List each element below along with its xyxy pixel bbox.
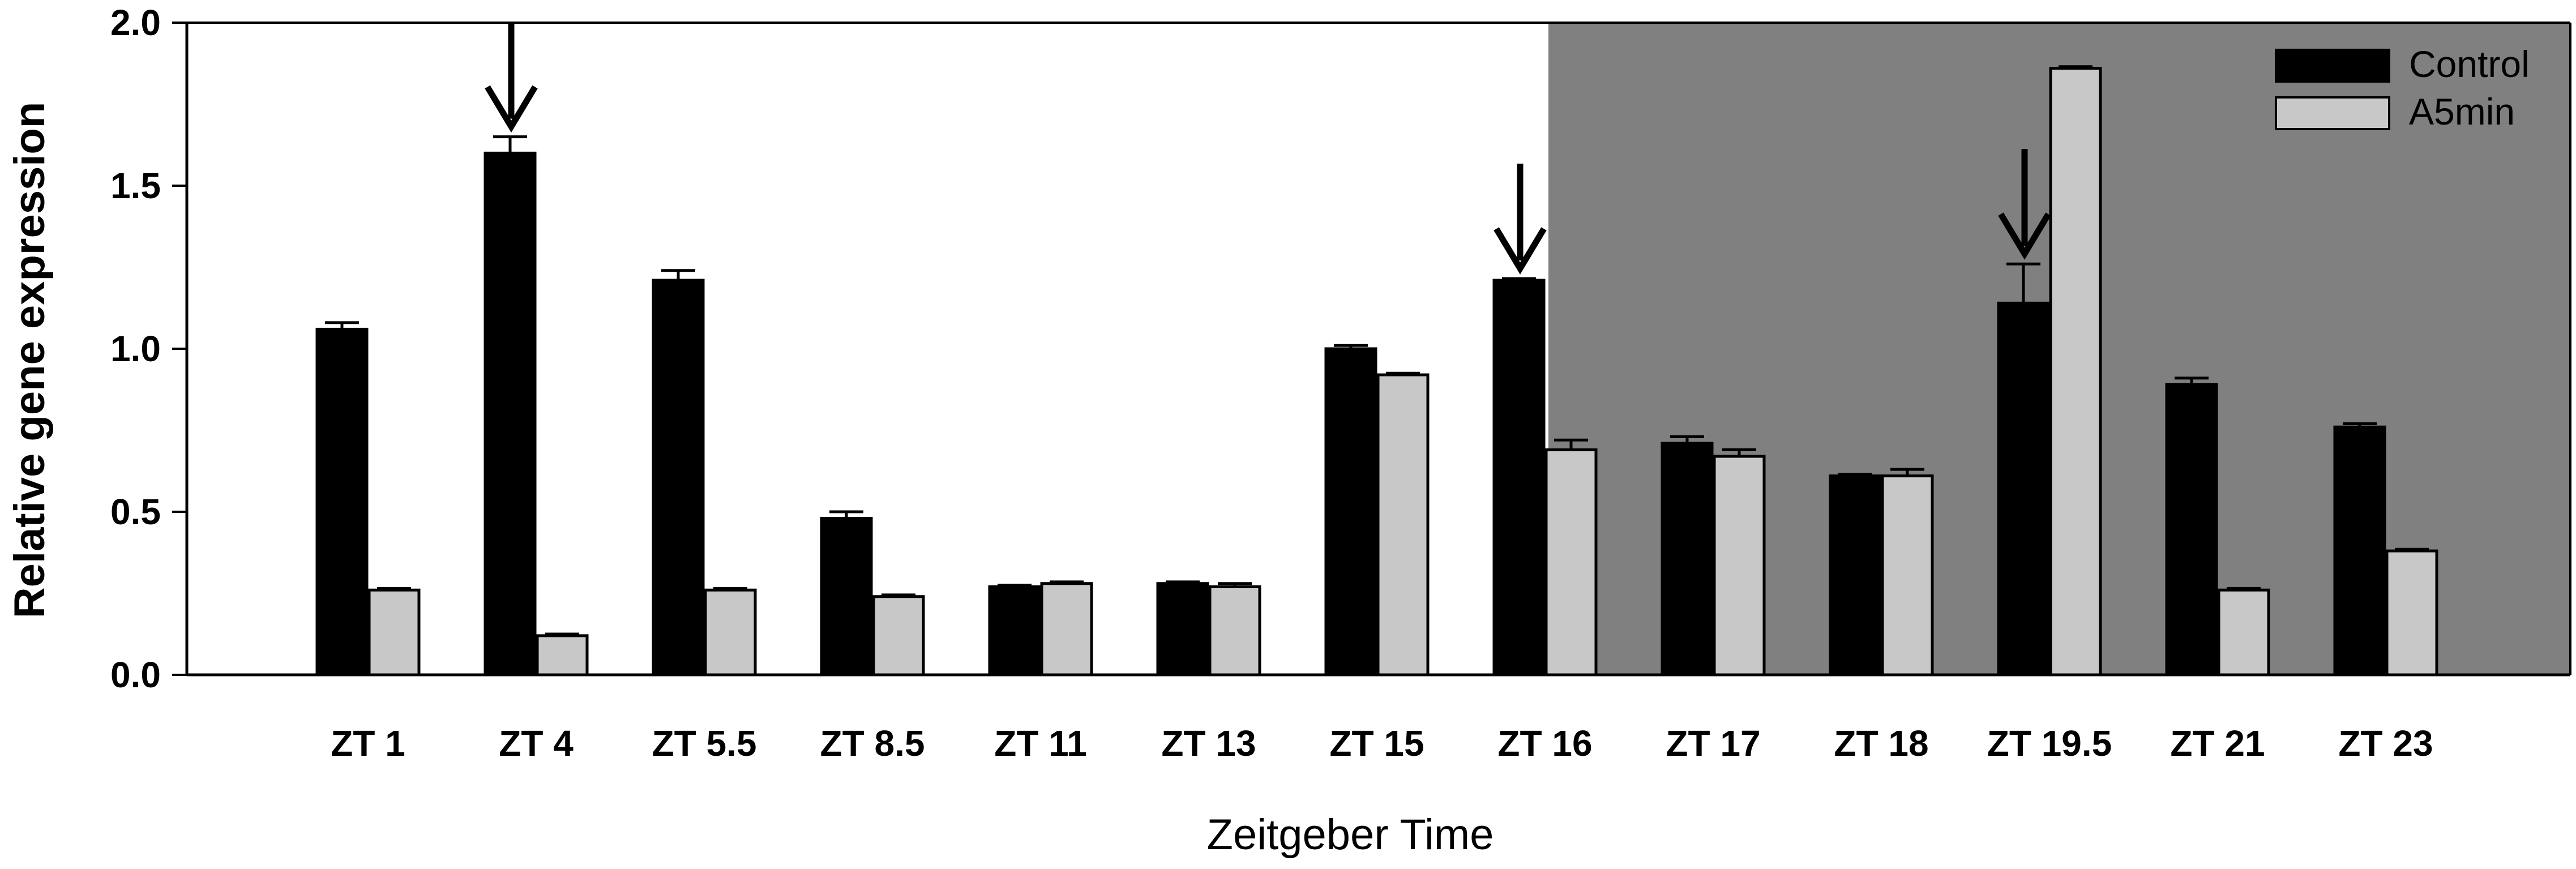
bar-a5min-zt19_5 <box>2049 67 2102 677</box>
legend-swatch-a5min <box>2275 96 2390 130</box>
bar-a5min-zt17 <box>1713 455 1766 677</box>
x-tick-label: ZT 1 <box>331 723 405 764</box>
bar-control-zt8_5 <box>820 517 873 677</box>
y-tick-label: 0.5 <box>110 491 161 532</box>
bar-a5min-zt21 <box>2217 588 2270 677</box>
bar-a5min-zt18 <box>1881 474 1934 677</box>
y-tick-label: 2.0 <box>110 2 161 43</box>
bar-control-zt21 <box>2165 383 2218 677</box>
bar-a5min-zt5_5 <box>704 588 757 677</box>
bar-control-zt18 <box>1829 474 1882 677</box>
arrow-head <box>1494 227 1547 275</box>
x-tick-label: ZT 15 <box>1329 723 1424 764</box>
bar-control-zt15 <box>1324 347 1377 677</box>
bar-control-zt17 <box>1661 442 1714 677</box>
legend: Control A5min <box>2275 43 2530 132</box>
y-tick-label: 1.0 <box>110 328 161 369</box>
bar-a5min-zt16 <box>1544 448 1598 677</box>
x-tick-label: ZT 17 <box>1666 723 1760 764</box>
x-tick-label: ZT 8.5 <box>820 723 925 764</box>
x-tick-label: ZT 16 <box>1497 723 1592 764</box>
bar-a5min-zt15 <box>1376 373 1430 677</box>
y-tick-label: 0.0 <box>110 654 161 695</box>
x-axis-title: Zeitgeber Time <box>1207 811 1494 859</box>
bar-a5min-zt1 <box>367 588 421 677</box>
x-tick-label: ZT 4 <box>499 723 574 764</box>
bar-control-zt11 <box>988 585 1041 677</box>
arrow-head <box>485 85 538 133</box>
bar-control-zt1 <box>315 327 369 677</box>
arrow-head <box>1998 212 2051 260</box>
bar-control-zt13 <box>1156 582 1209 677</box>
legend-label-control: Control <box>2409 43 2530 85</box>
bar-a5min-zt23 <box>2385 549 2438 677</box>
bar-control-zt19_5 <box>1997 301 2050 677</box>
bar-a5min-zt11 <box>1040 582 1093 677</box>
bar-control-zt5_5 <box>652 279 705 677</box>
x-tick-label: ZT 19.5 <box>1987 723 2112 764</box>
x-tick-label: ZT 21 <box>2170 723 2265 764</box>
x-tick-label: ZT 18 <box>1834 723 1928 764</box>
bar-a5min-zt8_5 <box>872 595 925 677</box>
bar-control-zt4 <box>483 151 537 677</box>
x-tick-label: ZT 23 <box>2338 723 2433 764</box>
bar-a5min-zt4 <box>536 634 589 677</box>
legend-swatch-control <box>2275 49 2390 83</box>
y-axis-title: Relative gene expression <box>6 102 54 618</box>
x-tick-label: ZT 11 <box>994 723 1087 764</box>
x-tick-label: ZT 13 <box>1161 723 1256 764</box>
bar-a5min-zt13 <box>1208 585 1261 677</box>
x-tick-label: ZT 5.5 <box>652 723 757 764</box>
bar-control-zt16 <box>1492 279 1546 677</box>
y-tick-label: 1.5 <box>110 165 161 206</box>
bar-control-zt23 <box>2333 425 2386 677</box>
legend-label-a5min: A5min <box>2409 91 2515 132</box>
